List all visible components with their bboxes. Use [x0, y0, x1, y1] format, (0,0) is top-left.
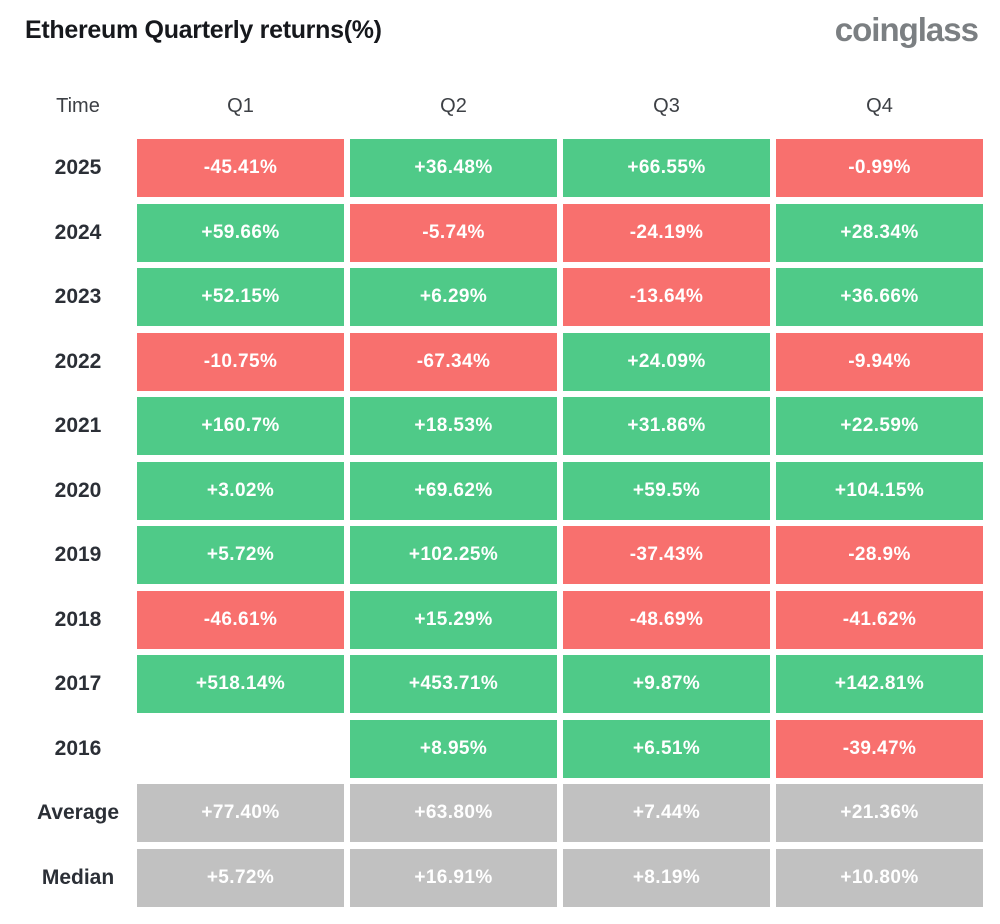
return-cell-2024-q3: -24.19%: [563, 203, 770, 262]
return-cell-2018-q4: -41.62%: [776, 590, 983, 649]
return-cell-2025-q4: -0.99%: [776, 139, 983, 197]
return-cell-2019-q1: +5.72%: [137, 526, 344, 584]
return-cell-2016-q4: -39.47%: [776, 719, 983, 778]
row-label-median: Median: [41, 865, 115, 889]
return-cell-2024-q2: -5.74%: [350, 203, 557, 262]
return-cell-2017-q1: +518.14%: [137, 655, 344, 713]
return-cell-2020-q4: +104.15%: [776, 461, 983, 520]
return-cell-2024-q4: +28.34%: [776, 203, 983, 262]
row-label-2022: 2022: [54, 349, 102, 373]
return-cell-2017-q3: +9.87%: [563, 655, 770, 713]
return-cell-2018-q2: +15.29%: [350, 590, 557, 649]
return-cell-2023-q1: +52.15%: [137, 268, 344, 326]
row-label-2020: 2020: [54, 478, 102, 502]
row-label-average: Average: [36, 801, 120, 824]
row-label-2016: 2016: [54, 736, 102, 760]
return-cell-2020-q2: +69.62%: [350, 461, 557, 520]
return-cell-2023-q3: -13.64%: [563, 268, 770, 326]
column-header-q4: Q4: [866, 94, 893, 117]
return-cell-average-q1: +77.40%: [137, 784, 344, 842]
return-cell-2021-q2: +18.53%: [350, 397, 557, 455]
return-cell-2022-q2: -67.34%: [350, 332, 557, 391]
return-cell-average-q3: +7.44%: [563, 784, 770, 842]
return-cell-2025-q2: +36.48%: [350, 139, 557, 197]
return-cell-2017-q2: +453.71%: [350, 655, 557, 713]
return-cell-2020-q3: +59.5%: [563, 461, 770, 520]
return-cell-2020-q1: +3.02%: [137, 461, 344, 520]
return-cell-2022-q3: +24.09%: [563, 332, 770, 391]
row-label-2017: 2017: [54, 672, 102, 695]
return-cell-2021-q4: +22.59%: [776, 397, 983, 455]
return-cell-median-q2: +16.91%: [350, 848, 557, 907]
header-bar: Ethereum Quarterly returns(%) coinglass: [0, 0, 1000, 64]
return-cell-2019-q4: -28.9%: [776, 526, 983, 584]
return-cell-2021-q1: +160.7%: [137, 397, 344, 455]
row-label-2021: 2021: [54, 414, 102, 437]
return-cell-2025-q3: +66.55%: [563, 139, 770, 197]
return-cell-2019-q2: +102.25%: [350, 526, 557, 584]
return-cell-average-q4: +21.36%: [776, 784, 983, 842]
row-label-2024: 2024: [54, 220, 102, 244]
column-header-time: Time: [56, 94, 100, 117]
return-cell-2025-q1: -45.41%: [137, 139, 344, 197]
return-cell-2023-q4: +36.66%: [776, 268, 983, 326]
return-cell-2022-q1: -10.75%: [137, 332, 344, 391]
returns-table-body: 2025 -45.41% +36.48% +66.55% -0.99% 2024 +59.6…: [25, 139, 1000, 907]
return-cell-2018-q3: -48.69%: [563, 590, 770, 649]
return-cell-2019-q3: -37.43%: [563, 526, 770, 584]
return-cell-2016-q2: +8.95%: [350, 719, 557, 778]
column-header-q3: Q3: [653, 94, 680, 117]
return-cell-median-q4: +10.80%: [776, 848, 983, 907]
return-cell-2024-q1: +59.66%: [137, 203, 344, 262]
table-header-row: Time Q1 Q2 Q3 Q4: [25, 90, 1000, 122]
return-cell-average-q2: +63.80%: [350, 784, 557, 842]
row-label-2019: 2019: [54, 543, 102, 566]
return-cell-2017-q4: +142.81%: [776, 655, 983, 713]
return-cell-median-q3: +8.19%: [563, 848, 770, 907]
row-label-2023: 2023: [54, 285, 102, 308]
return-cell-2021-q3: +31.86%: [563, 397, 770, 455]
return-cell-median-q1: +5.72%: [137, 848, 344, 907]
return-cell-2022-q4: -9.94%: [776, 332, 983, 391]
column-header-q1: Q1: [227, 94, 254, 117]
row-label-2018: 2018: [54, 607, 102, 631]
page-title: Ethereum Quarterly returns(%): [25, 16, 382, 44]
return-cell-2018-q1: -46.61%: [137, 590, 344, 649]
empty-cell-2016-q1: [137, 720, 344, 778]
column-header-q2: Q2: [440, 94, 467, 117]
coinglass-logo: coinglass: [834, 11, 979, 48]
return-cell-2023-q2: +6.29%: [350, 268, 557, 326]
row-label-2025: 2025: [54, 156, 102, 179]
return-cell-2016-q3: +6.51%: [563, 719, 770, 778]
